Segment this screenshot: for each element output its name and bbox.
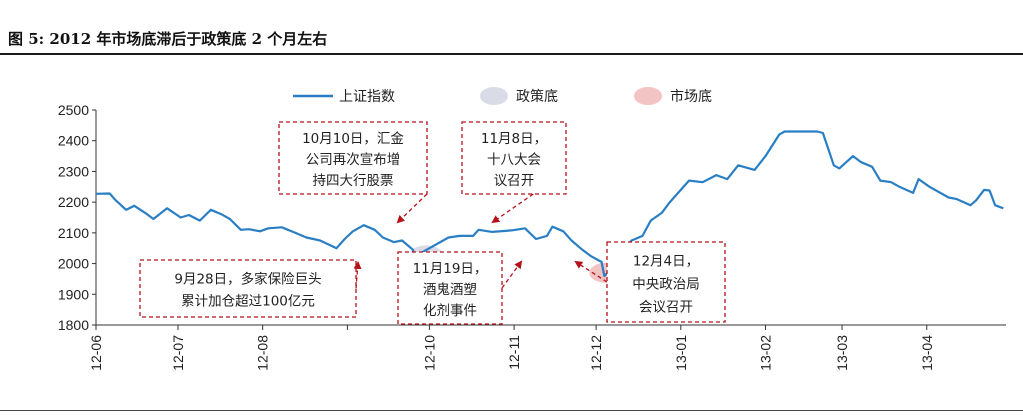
y-tick-label: 2200 bbox=[58, 194, 89, 210]
y-tick-label: 2100 bbox=[58, 225, 89, 241]
y-tick-label: 2400 bbox=[58, 133, 89, 149]
annotation-box bbox=[461, 121, 567, 195]
annotation-text: 议召开 bbox=[494, 173, 535, 189]
x-tick-label: 12-11 bbox=[506, 335, 522, 370]
legend-swatch-policy-bottom bbox=[480, 87, 508, 105]
annotation-text: 公司再次宣布增 bbox=[306, 152, 401, 168]
annotation-text: 9月28日，多家保险巨头 bbox=[174, 271, 321, 288]
annotation-arrow bbox=[501, 260, 523, 289]
annotation-arrow bbox=[396, 193, 428, 224]
y-tick-label: 1900 bbox=[58, 286, 89, 302]
title-divider bbox=[0, 53, 1023, 55]
annotation-arrow bbox=[574, 260, 608, 283]
annotation-box bbox=[278, 121, 428, 195]
x-tick-label: 13-02 bbox=[758, 335, 774, 371]
annotation-text: 酒鬼酒塑 bbox=[423, 282, 477, 298]
legend-label-policy-bottom: 政策底 bbox=[516, 88, 558, 105]
annotation-text: 十八大会 bbox=[487, 152, 541, 168]
series-line-sse bbox=[95, 130, 1004, 277]
x-tick-label: 13-01 bbox=[673, 335, 689, 371]
annotation-text: 10月10日，汇金 bbox=[302, 131, 404, 147]
x-tick-label: 12-08 bbox=[255, 335, 271, 371]
annotation-text: 持四大行股票 bbox=[313, 173, 394, 189]
annotation-text: 累计加仓超过100亿元 bbox=[181, 294, 315, 310]
annotation-text: 12月4日， bbox=[633, 253, 699, 269]
annotation-box bbox=[397, 251, 503, 325]
y-tick-label: 2300 bbox=[58, 163, 89, 179]
y-tick-label: 2000 bbox=[58, 256, 89, 272]
annotation-text: 中央政治局 bbox=[632, 276, 700, 292]
figure-title: 图 5: 2012 年市场底滞后于政策底 2 个月左右 bbox=[8, 30, 328, 48]
x-tick-label: 12-12 bbox=[588, 335, 604, 371]
x-tick-label: 13-03 bbox=[834, 335, 850, 371]
axes: 1800 1900 2000 2100 2200 2300 2400 2500 12-06 12-… bbox=[58, 102, 1006, 371]
annotation-box bbox=[139, 259, 357, 318]
annotation-arrow bbox=[491, 193, 534, 224]
annotation-text: 11月8日， bbox=[481, 131, 547, 147]
annotation-box bbox=[606, 241, 726, 323]
legend: 上证指数 政策底 市场底 bbox=[293, 87, 712, 105]
annotation-arrow bbox=[353, 261, 362, 289]
bottom-divider bbox=[0, 410, 1023, 411]
annotation-text: 11月19日， bbox=[413, 261, 488, 277]
x-tick-label: 12-06 bbox=[88, 335, 104, 371]
annotation-text: 会议召开 bbox=[639, 299, 693, 315]
legend-label-sse: 上证指数 bbox=[339, 89, 395, 105]
x-tick-label: 13-04 bbox=[919, 335, 935, 371]
x-tick-label: 12-07 bbox=[170, 335, 186, 371]
x-tick-label: 12-10 bbox=[421, 335, 437, 371]
annotation-text: 化剂事件 bbox=[423, 303, 477, 319]
series-layer bbox=[95, 130, 1004, 277]
y-tick-label: 1800 bbox=[58, 317, 89, 333]
y-tick-label: 2500 bbox=[58, 102, 89, 118]
legend-swatch-market-bottom bbox=[634, 87, 662, 105]
legend-label-market-bottom: 市场底 bbox=[670, 88, 712, 105]
